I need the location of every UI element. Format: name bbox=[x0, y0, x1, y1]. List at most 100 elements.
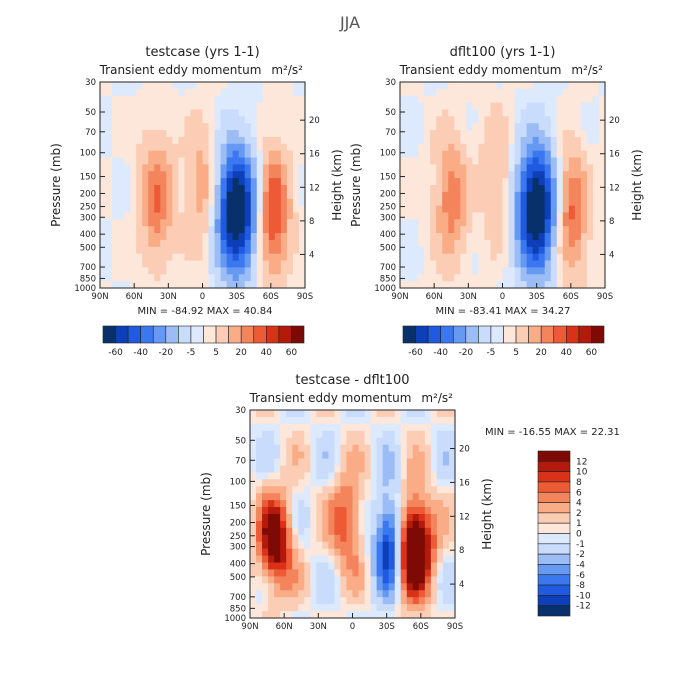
field-cell bbox=[424, 569, 432, 577]
field-cell bbox=[412, 123, 419, 131]
field-cell bbox=[148, 95, 155, 104]
field-cell bbox=[100, 178, 107, 186]
field-cell bbox=[532, 267, 540, 275]
field-cell bbox=[286, 576, 293, 584]
field-cell bbox=[142, 253, 149, 262]
field-cell bbox=[418, 548, 426, 557]
colorbar-label: 4 bbox=[576, 499, 582, 509]
field-cell bbox=[142, 185, 149, 193]
field-cell bbox=[520, 260, 528, 268]
field-cell bbox=[238, 198, 246, 207]
field-cell bbox=[556, 260, 564, 268]
field-cell bbox=[328, 590, 336, 598]
field-cell bbox=[148, 198, 155, 207]
field-cell bbox=[394, 423, 402, 432]
field-cell bbox=[100, 171, 107, 179]
field-cell bbox=[196, 281, 204, 289]
field-cell bbox=[310, 479, 317, 487]
field-cell bbox=[208, 267, 216, 275]
field-cell bbox=[352, 520, 360, 529]
field-cell bbox=[250, 486, 257, 494]
y-tick-label: 30 bbox=[385, 78, 396, 88]
field-cell bbox=[532, 260, 540, 268]
field-cell bbox=[322, 410, 329, 418]
field-cell bbox=[424, 102, 431, 111]
field-cell bbox=[148, 185, 155, 193]
field-cell bbox=[280, 410, 287, 418]
field-cell bbox=[580, 109, 588, 117]
colorbar-box bbox=[537, 512, 571, 524]
field-cell bbox=[214, 171, 222, 179]
field-cell bbox=[316, 562, 323, 571]
field-cell bbox=[178, 95, 186, 104]
field-cell bbox=[424, 219, 431, 227]
field-cell bbox=[532, 143, 540, 152]
field-cell bbox=[472, 281, 479, 289]
field-cell bbox=[262, 611, 269, 619]
field-cell bbox=[244, 205, 252, 214]
field-cell bbox=[154, 164, 161, 172]
y-tick-label: 200 bbox=[380, 189, 396, 199]
field-cell bbox=[568, 123, 576, 131]
field-cell bbox=[220, 274, 228, 282]
field-cell bbox=[280, 500, 287, 508]
field-cell bbox=[340, 569, 348, 577]
field-cell bbox=[586, 198, 594, 207]
field-cell bbox=[448, 451, 456, 460]
field-cell bbox=[490, 260, 498, 268]
field-cell bbox=[544, 136, 552, 145]
field-cell bbox=[550, 109, 558, 117]
field-cell bbox=[196, 185, 204, 193]
field-cell bbox=[250, 472, 257, 480]
field-cell bbox=[292, 458, 299, 467]
field-cell bbox=[202, 281, 210, 289]
field-cell bbox=[316, 479, 323, 487]
field-cell bbox=[388, 416, 396, 425]
y-tick-label: 200 bbox=[80, 189, 96, 199]
field-cell bbox=[298, 597, 305, 605]
field-cell bbox=[442, 520, 450, 529]
field-cell bbox=[460, 150, 467, 159]
field-cell bbox=[106, 219, 113, 227]
field-cell bbox=[454, 253, 461, 262]
field-cell bbox=[580, 171, 588, 179]
field-cell bbox=[244, 150, 252, 159]
field-cell bbox=[418, 444, 426, 453]
field-cell bbox=[520, 191, 528, 200]
field-cell bbox=[520, 102, 528, 111]
field-cell bbox=[376, 444, 384, 453]
field-cell bbox=[274, 212, 282, 220]
field-cell bbox=[418, 88, 425, 97]
field-cell bbox=[478, 212, 486, 220]
colorbar-box bbox=[228, 325, 242, 344]
field-cell bbox=[430, 520, 438, 529]
field-cell bbox=[196, 102, 204, 111]
field-cell bbox=[400, 136, 407, 145]
field-cell bbox=[280, 451, 287, 460]
field-cell bbox=[184, 205, 192, 214]
field-cell bbox=[322, 548, 329, 557]
field-cell bbox=[244, 136, 252, 145]
field-cell bbox=[352, 541, 360, 550]
field-cell bbox=[298, 267, 306, 275]
field-shading bbox=[400, 82, 606, 289]
field-cell bbox=[580, 212, 588, 220]
field-cell bbox=[598, 164, 606, 172]
field-cell bbox=[436, 465, 444, 473]
field-cell bbox=[226, 226, 234, 234]
field-cell bbox=[298, 569, 305, 577]
field-cell bbox=[328, 534, 336, 543]
field-cell bbox=[502, 239, 510, 248]
field-cell bbox=[334, 562, 342, 571]
field-cell bbox=[442, 239, 449, 248]
field-cell bbox=[304, 597, 311, 605]
field-cell bbox=[466, 239, 473, 248]
field-cell bbox=[430, 109, 437, 117]
field-cell bbox=[280, 212, 288, 220]
field-cell bbox=[430, 444, 438, 453]
field-cell bbox=[280, 493, 287, 501]
field-cell bbox=[406, 164, 413, 172]
field-cell bbox=[184, 274, 192, 282]
field-cell bbox=[556, 219, 564, 227]
field-cell bbox=[484, 185, 492, 193]
